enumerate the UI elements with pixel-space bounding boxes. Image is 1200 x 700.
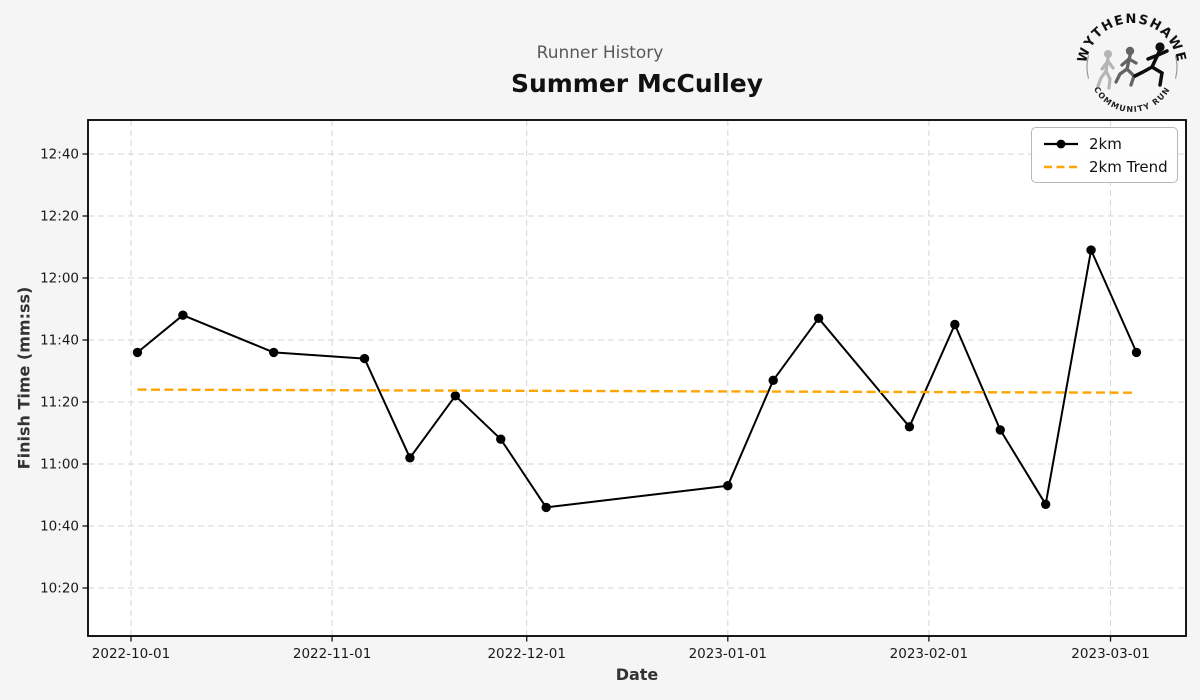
- svg-text:11:20: 11:20: [40, 395, 79, 411]
- logo-right-arc: [1174, 55, 1178, 79]
- svg-text:2023-03-01: 2023-03-01: [1071, 646, 1149, 662]
- axis-tick-marks: [82, 153, 1112, 642]
- runner-name-title: Summer McCulley: [510, 69, 764, 98]
- svg-text:10:20: 10:20: [40, 581, 79, 597]
- sprinter-silhouette-icon: [1133, 42, 1169, 87]
- svg-text:2022-11-01: 2022-11-01: [293, 646, 371, 662]
- plot-border: [87, 119, 1187, 637]
- legend-label-2km: 2km: [1089, 134, 1122, 153]
- svg-text:11:00: 11:00: [40, 457, 79, 473]
- legend: 2km 2km Trend: [1031, 127, 1178, 183]
- wythenshawe-community-run-logo: WYTHENSHAWE COMMUNITY RUN: [1075, 12, 1188, 114]
- svg-text:12:20: 12:20: [40, 209, 79, 225]
- legend-sample-line-icon: [1044, 139, 1078, 148]
- y-axis-label: Finish Time (mm:ss): [14, 286, 34, 470]
- legend-item-2km-trend: 2km Trend: [1042, 157, 1168, 176]
- series-2km-trend-line: [137, 388, 1137, 394]
- series-2km-markers: [132, 245, 1142, 513]
- x-axis-label: Date: [615, 665, 659, 684]
- runner-silhouette-icon: [1114, 46, 1138, 87]
- svg-text:2023-01-01: 2023-01-01: [689, 646, 767, 662]
- logo-bottom-text: COMMUNITY RUN: [1092, 85, 1172, 114]
- plot-area: [88, 120, 1186, 636]
- gridlines: [88, 120, 1186, 636]
- svg-text:2022-12-01: 2022-12-01: [487, 646, 565, 662]
- legend-item-2km: 2km: [1042, 135, 1167, 153]
- legend-label-2km-trend: 2km Trend: [1089, 157, 1168, 176]
- chart-suptitle: Runner History: [536, 43, 664, 63]
- legend-sample-dash-icon: [1044, 165, 1078, 168]
- walker-silhouette-icon: [1096, 50, 1115, 90]
- svg-text:12:40: 12:40: [40, 147, 79, 163]
- x-tick-labels: 2022-10-01 2022-11-01 2022-12-01 2023-01-01…: [92, 646, 1150, 662]
- y-tick-labels: 10:20 10:40 11:00 11:20 11:40 12:00 12:20 12:40: [40, 147, 79, 597]
- svg-text:2022-10-01: 2022-10-01: [92, 646, 170, 662]
- svg-text:12:00: 12:00: [40, 271, 79, 287]
- svg-text:11:40: 11:40: [40, 333, 79, 349]
- svg-text:10:40: 10:40: [40, 519, 79, 535]
- svg-text:2023-02-01: 2023-02-01: [890, 646, 968, 662]
- logo-top-text: WYTHENSHAWE: [1075, 12, 1188, 64]
- logo-left-arc: [1086, 55, 1090, 79]
